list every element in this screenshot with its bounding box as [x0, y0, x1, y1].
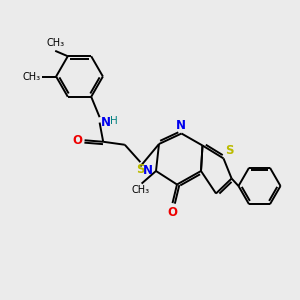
Text: O: O	[72, 134, 82, 147]
Text: N: N	[101, 116, 111, 129]
Text: S: S	[136, 164, 145, 176]
Text: N: N	[142, 164, 152, 177]
Text: CH₃: CH₃	[132, 185, 150, 195]
Text: S: S	[225, 144, 233, 157]
Text: CH₃: CH₃	[22, 71, 40, 82]
Text: O: O	[167, 206, 178, 218]
Text: CH₃: CH₃	[46, 38, 64, 48]
Text: H: H	[110, 116, 118, 126]
Text: N: N	[176, 119, 186, 132]
